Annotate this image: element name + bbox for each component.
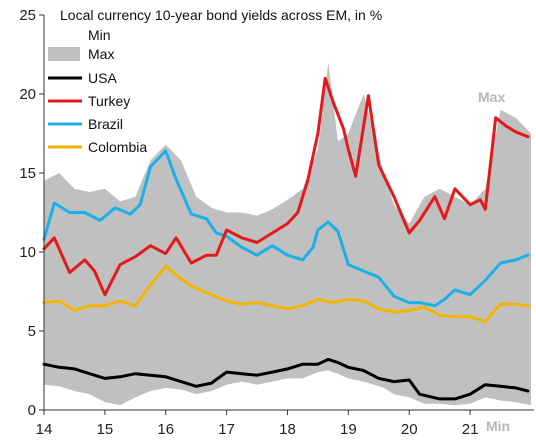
y-tick-label: 25 [19,7,36,24]
legend: Min Max USA Turkey Brazil Colombia [48,27,147,155]
legend-label-turkey: Turkey [88,93,130,109]
series-line-usa [42,357,530,401]
range-band-min-max [44,62,531,406]
range-band-layer [44,62,531,406]
band-label-min: Min [486,418,510,434]
y-tick-label: 5 [28,323,36,340]
band-label-max: Max [478,89,505,105]
legend-label-brazil: Brazil [88,116,123,132]
series-line-brazil [42,149,530,308]
y-tick-label: 20 [19,86,36,103]
chart-title: Local currency 10-year bond yields acros… [60,7,382,23]
y-tick-label: 0 [28,402,36,419]
y-tick-label: 15 [19,165,36,182]
x-tick-label: 15 [97,421,114,438]
legend-label-usa: USA [88,70,117,86]
x-tick-label: 14 [36,421,53,438]
legend-label-max: Max [88,46,114,62]
x-tick-label: 21 [462,421,479,438]
legend-label-min: Min [88,27,111,43]
series-layer [42,76,530,401]
series-line-colombia [42,264,530,323]
x-tick-label: 17 [218,421,235,438]
legend-label-colombia: Colombia [88,139,147,155]
x-tick-label: 16 [157,421,174,438]
x-tick-label: 20 [401,421,418,438]
x-tick-label: 18 [279,421,296,438]
axes-layer: 0 5 10 15 20 25 14 15 16 17 18 19 20 21 [19,7,534,438]
x-tick-label: 19 [340,421,357,438]
legend-swatch-max [48,47,80,61]
series-line-turkey [42,76,530,297]
y-tick-label: 10 [19,244,36,261]
